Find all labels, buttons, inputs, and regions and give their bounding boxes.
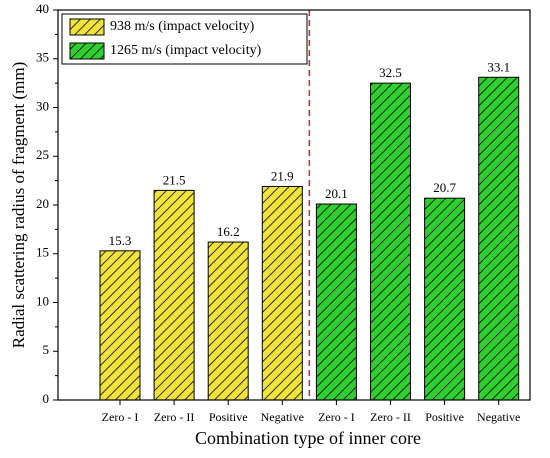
y-axis-label: Radial scattering radius of fragment (mm…	[9, 62, 28, 349]
y-tick-label: 20	[36, 196, 49, 211]
legend-label: 938 m/s (impact velocity)	[110, 19, 255, 34]
x-tick-label: Positive	[209, 410, 248, 424]
data-label: 32.5	[379, 65, 402, 80]
bar	[424, 197, 466, 401]
legend: 938 m/s (impact velocity) 1265 m/s (impac…	[61, 13, 308, 65]
legend-label: 1265 m/s (impact velocity)	[110, 43, 262, 58]
data-label: 20.7	[433, 180, 456, 195]
y-tick-label: 35	[36, 50, 49, 65]
y-tick-label: 25	[36, 147, 49, 162]
x-tick-label: Negative	[261, 410, 304, 424]
bar	[478, 76, 520, 401]
y-tick-label: 40	[36, 1, 49, 16]
bar	[261, 185, 303, 401]
data-label: 33.1	[487, 59, 510, 74]
bar	[99, 250, 141, 401]
data-label: 21.5	[163, 172, 186, 187]
x-tick-label: Zero - I	[102, 410, 139, 424]
bar	[315, 203, 357, 401]
bar	[153, 189, 195, 401]
bar	[207, 241, 249, 401]
y-tick-label: 5	[43, 342, 50, 357]
data-label: 21.9	[271, 168, 294, 183]
data-label: 20.1	[325, 186, 348, 201]
data-label: 15.3	[109, 233, 132, 248]
bar	[370, 82, 411, 401]
y-tick-label: 30	[36, 98, 49, 113]
y-tick-label: 0	[43, 391, 50, 406]
y-tick-label: 15	[36, 245, 49, 260]
x-tick-label: Zero - II	[370, 410, 411, 424]
x-tick-label: Positive	[425, 410, 464, 424]
x-tick-label: Zero - II	[154, 410, 195, 424]
data-label: 16.2	[217, 224, 240, 239]
legend-swatch	[69, 42, 105, 60]
legend-swatch	[69, 18, 105, 36]
x-tick-label: Zero - I	[318, 410, 355, 424]
y-tick-label: 10	[36, 293, 49, 308]
x-tick-label: Negative	[477, 410, 520, 424]
x-axis-label: Combination type of inner core	[195, 428, 421, 448]
plot-frame	[57, 9, 531, 401]
